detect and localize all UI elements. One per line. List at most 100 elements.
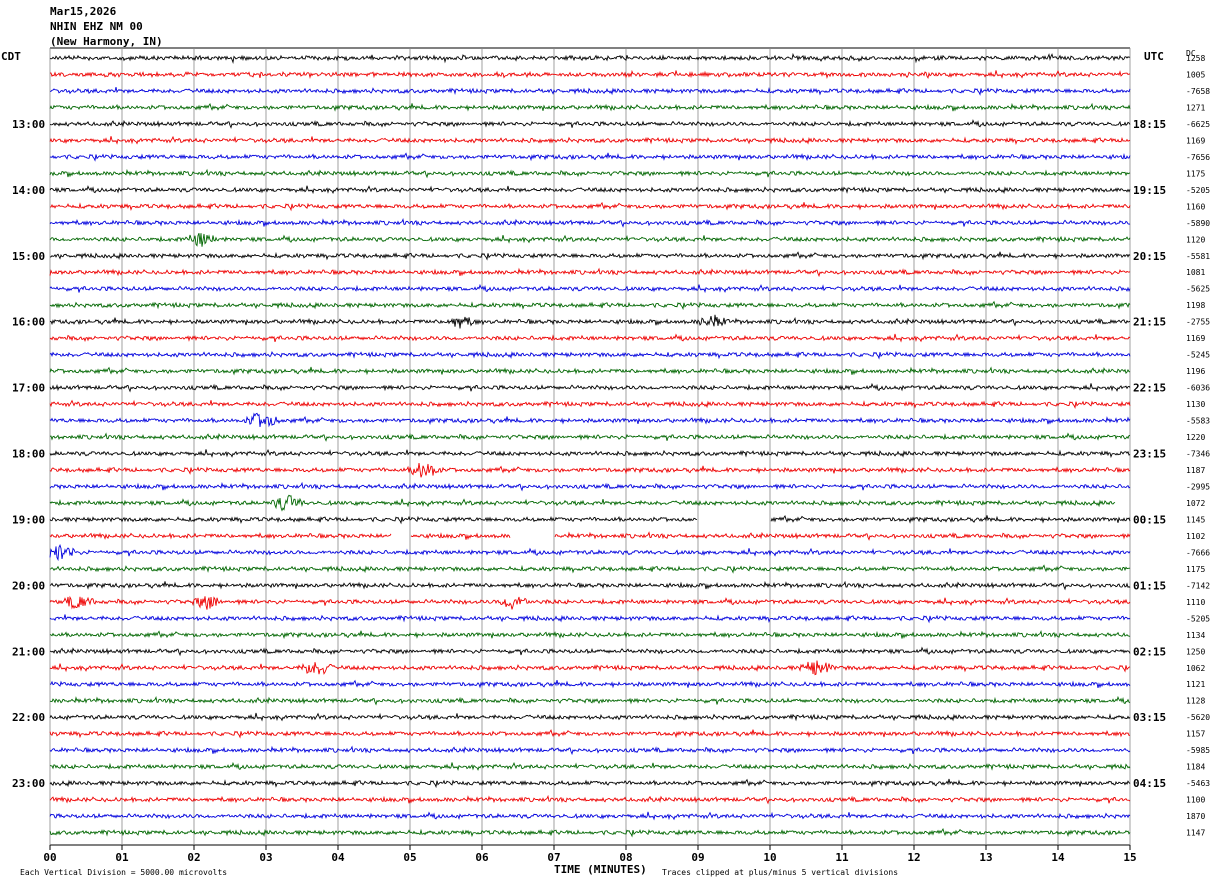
dc-offset-label: 1169: [1186, 334, 1205, 343]
x-tick-label: 08: [619, 851, 632, 864]
dc-offset-label: 1220: [1186, 433, 1205, 442]
dc-offset-label: 1175: [1186, 565, 1205, 574]
dc-offset-label: -7658: [1186, 87, 1210, 96]
right-hour-label: 23:15: [1133, 448, 1166, 461]
trace-19: [49, 366, 1131, 376]
dc-offset-label: 1121: [1186, 680, 1205, 689]
dc-offset-label: 1005: [1186, 70, 1205, 79]
x-tick-label: 11: [835, 851, 849, 864]
trace-12: [49, 251, 1131, 261]
dc-offset-label: 1271: [1186, 103, 1205, 112]
dc-offset-label: 1187: [1186, 466, 1205, 475]
trace-18: [49, 351, 1131, 360]
dc-offset-label: 1100: [1186, 796, 1205, 805]
trace-23: [49, 432, 1131, 442]
dc-offset-label: -7346: [1186, 450, 1210, 459]
dc-offset-label: -5985: [1186, 746, 1210, 755]
dc-offset-label: 1072: [1186, 499, 1205, 508]
trace-28: [49, 514, 1131, 525]
trace-6: [49, 152, 1131, 162]
trace-41: [49, 729, 1131, 739]
dc-offset-label: 1081: [1186, 268, 1205, 277]
dc-offset-label: -2755: [1186, 318, 1210, 327]
right-hour-label: 19:15: [1133, 184, 1166, 197]
x-tick-label: 07: [547, 851, 560, 864]
trace-11: [49, 233, 1131, 247]
trace-layer: [49, 52, 1131, 838]
location-label: (New Harmony, IN): [50, 35, 163, 48]
trace-17: [49, 333, 1131, 343]
trace-16: [49, 314, 1131, 329]
dc-offset-label: -5890: [1186, 219, 1210, 228]
trace-43: [49, 761, 1131, 771]
scale-note: Each Vertical Division = 5000.00 microvo…: [20, 868, 228, 877]
dc-offset-label: 1130: [1186, 400, 1205, 409]
trace-22: [49, 412, 1131, 428]
dc-offset-label: 1157: [1186, 730, 1205, 739]
x-tick-label: 05: [403, 851, 416, 864]
dc-offset-label: -6036: [1186, 384, 1210, 393]
dc-offset-label: 1169: [1186, 136, 1205, 145]
trace-2: [50, 86, 1131, 96]
trace-0: [49, 52, 1131, 65]
trace-7: [49, 168, 1131, 179]
left-hour-label: 21:00: [12, 645, 45, 658]
dc-header-label: DC: [1186, 49, 1196, 58]
dc-offset-label: 1102: [1186, 532, 1205, 541]
trace-44: [49, 778, 1131, 789]
trace-36: [49, 646, 1131, 657]
x-tick-label: 10: [763, 851, 776, 864]
trace-39: [49, 695, 1131, 706]
trace-30: [49, 544, 1131, 562]
x-tick-label: 03: [259, 851, 272, 864]
trace-4: [49, 119, 1131, 129]
right-timezone-label: UTC: [1144, 50, 1164, 63]
dc-offset-label: 1128: [1186, 697, 1205, 706]
dc-offset-label: -5463: [1186, 779, 1210, 788]
dc-offset-label: -6625: [1186, 120, 1210, 129]
dc-offset-label: 1134: [1186, 631, 1205, 640]
dc-offset-label: 1147: [1186, 829, 1205, 838]
trace-46: [49, 811, 1131, 821]
trace-47: [49, 828, 1131, 838]
x-tick-label: 14: [1051, 851, 1065, 864]
left-hour-label: 16:00: [12, 316, 45, 329]
label-layer: 00 01 02 03 04 05 06 07 08 09 10 11 12 13 14 15 1258 1005…: [12, 54, 1210, 864]
x-tick-label: 01: [115, 851, 129, 864]
trace-45: [49, 794, 1131, 805]
trace-21: [49, 399, 1131, 409]
trace-40: [49, 712, 1131, 722]
dc-offset-label: 1160: [1186, 202, 1205, 211]
trace-31: [49, 564, 1131, 574]
dc-offset-label: -5245: [1186, 351, 1210, 360]
x-tick-label: 12: [907, 851, 920, 864]
trace-24: [49, 448, 1131, 459]
right-hour-label: 03:15: [1133, 711, 1166, 724]
left-hour-label: 22:00: [12, 711, 45, 724]
dc-offset-label: -7656: [1186, 153, 1210, 162]
left-hour-label: 20:00: [12, 579, 45, 592]
x-tick-label: 02: [187, 851, 200, 864]
trace-3: [49, 102, 1131, 112]
trace-26: [49, 481, 1131, 492]
trace-1: [49, 69, 1131, 80]
trace-15: [49, 300, 1131, 311]
left-hour-label: 17:00: [12, 382, 45, 395]
right-hour-label: 22:15: [1133, 382, 1166, 395]
trace-42: [49, 745, 1131, 756]
trace-27: [49, 494, 1116, 512]
x-tick-label: 00: [43, 851, 56, 864]
dc-offset-label: 1184: [1186, 763, 1205, 772]
dc-offset-label: -7142: [1186, 581, 1210, 590]
dc-offset-label: -5205: [1186, 614, 1210, 623]
trace-5: [49, 135, 1131, 145]
right-hour-label: 04:15: [1133, 777, 1166, 790]
x-tick-label: 15: [1123, 851, 1136, 864]
grid-layer: [49, 47, 1131, 850]
dc-offset-label: 1870: [1186, 812, 1205, 821]
station-label: NHIN EHZ NM 00: [50, 20, 143, 33]
dc-offset-label: 1250: [1186, 647, 1205, 656]
trace-29: [49, 531, 1131, 541]
x-tick-label: 04: [331, 851, 345, 864]
x-tick-label: 06: [475, 851, 489, 864]
